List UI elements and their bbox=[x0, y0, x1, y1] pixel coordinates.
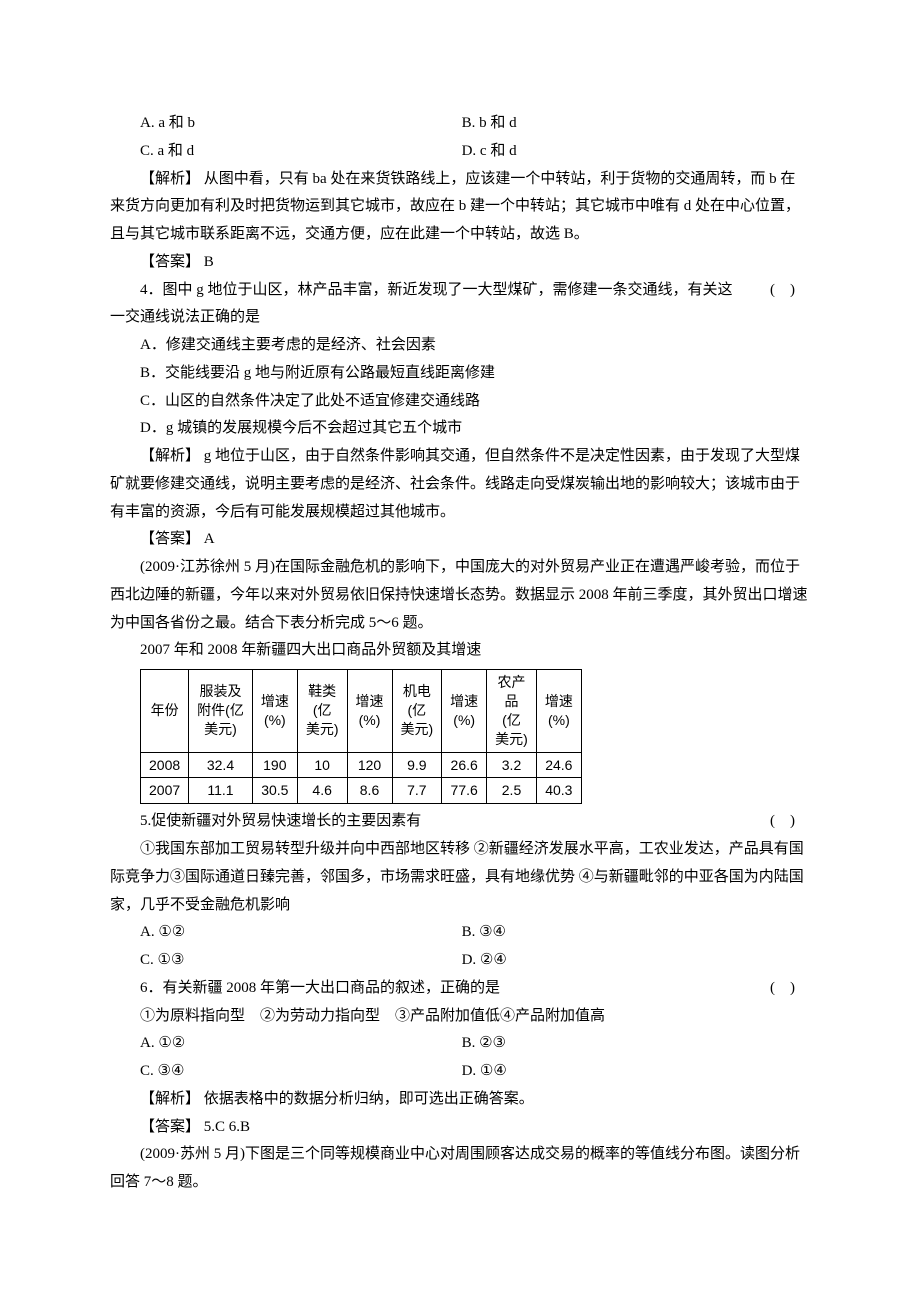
th-clothing: 服装及附件(亿美元) bbox=[189, 670, 253, 753]
th-agri: 农产品(亿美元) bbox=[487, 670, 537, 753]
q3-option-a: A. a 和 b bbox=[140, 110, 462, 138]
q6-option-b: B. ②③ bbox=[462, 1030, 810, 1058]
th-shoes-rate: 增速(%) bbox=[347, 670, 392, 753]
q6-paren: ( ) bbox=[740, 975, 810, 1003]
q3-answer: 【答案】 B bbox=[110, 249, 810, 277]
q3-option-d: D. c 和 d bbox=[462, 138, 810, 166]
q4-stem-row: 4．图中 g 地位于山区，林产品丰富，新近发现了一大型煤矿，需修建一条交通线，有… bbox=[110, 277, 810, 333]
export-table: 年份 服装及附件(亿美元) 增速(%) 鞋类(亿美元) 增速(%) 机电(亿美元… bbox=[140, 669, 582, 804]
q4-option-a: A．修建交通线主要考虑的是经济、社会因素 bbox=[140, 332, 810, 360]
q5-options-row1: A. ①② B. ③④ bbox=[140, 919, 810, 947]
cell: 190 bbox=[252, 752, 297, 778]
q3-options-row2: C. a 和 d D. c 和 d bbox=[140, 138, 810, 166]
cell: 2007 bbox=[141, 778, 189, 804]
cell: 77.6 bbox=[442, 778, 487, 804]
table-header-row: 年份 服装及附件(亿美元) 增速(%) 鞋类(亿美元) 增速(%) 机电(亿美元… bbox=[141, 670, 582, 753]
cell: 120 bbox=[347, 752, 392, 778]
cell: 3.2 bbox=[487, 752, 537, 778]
cell: 10 bbox=[297, 752, 347, 778]
q4-analysis: 【解析】 g 地位于山区，由于自然条件影响其交通，但自然条件不是决定性因素，由于… bbox=[110, 443, 810, 526]
th-clothing-rate: 增速(%) bbox=[252, 670, 297, 753]
answer-56: 【答案】 5.C 6.B bbox=[110, 1114, 810, 1142]
th-mech-rate: 增速(%) bbox=[442, 670, 487, 753]
q6-stem: 6．有关新疆 2008 年第一大出口商品的叙述，正确的是 bbox=[110, 975, 740, 1003]
cell: 32.4 bbox=[189, 752, 253, 778]
q4-paren: ( ) bbox=[740, 277, 810, 333]
th-agri-rate: 增速(%) bbox=[536, 670, 581, 753]
cell: 11.1 bbox=[189, 778, 253, 804]
q6-choices: ①为原料指向型 ②为劳动力指向型 ③产品附加值低④产品附加值高 bbox=[110, 1003, 810, 1031]
cell: 30.5 bbox=[252, 778, 297, 804]
th-year: 年份 bbox=[141, 670, 189, 753]
intro-56: (2009·江苏徐州 5 月)在国际金融危机的影响下，中国庞大的对外贸易产业正在… bbox=[110, 554, 810, 637]
cell: 4.6 bbox=[297, 778, 347, 804]
q3-analysis: 【解析】 从图中看，只有 ba 处在来货铁路线上，应该建一个中转站，利于货物的交… bbox=[110, 166, 810, 249]
q3-option-c: C. a 和 d bbox=[140, 138, 462, 166]
q5-option-b: B. ③④ bbox=[462, 919, 810, 947]
q4-option-b: B．交能线要沿 g 地与附近原有公路最短直线距离修建 bbox=[140, 360, 810, 388]
q5-options-row2: C. ①③ D. ②④ bbox=[140, 947, 810, 975]
cell: 8.6 bbox=[347, 778, 392, 804]
cell: 2.5 bbox=[487, 778, 537, 804]
q6-option-a: A. ①② bbox=[140, 1030, 462, 1058]
cell: 2008 bbox=[141, 752, 189, 778]
q6-options-row2: C. ③④ D. ①④ bbox=[140, 1058, 810, 1086]
q6-option-c: C. ③④ bbox=[140, 1058, 462, 1086]
q5-paren: ( ) bbox=[740, 808, 810, 836]
q4-stem: 4．图中 g 地位于山区，林产品丰富，新近发现了一大型煤矿，需修建一条交通线，有… bbox=[110, 277, 740, 333]
cell: 9.9 bbox=[392, 752, 442, 778]
q4-option-d: D．g 城镇的发展规模今后不会超过其它五个城市 bbox=[140, 415, 810, 443]
cell: 40.3 bbox=[536, 778, 581, 804]
q4-option-c: C．山区的自然条件决定了此处不适宜修建交通线路 bbox=[140, 388, 810, 416]
cell: 26.6 bbox=[442, 752, 487, 778]
table-title: 2007 年和 2008 年新疆四大出口商品外贸额及其增速 bbox=[110, 637, 810, 665]
q3-options-row1: A. a 和 b B. b 和 d bbox=[140, 110, 810, 138]
q5-option-a: A. ①② bbox=[140, 919, 462, 947]
q6-stem-row: 6．有关新疆 2008 年第一大出口商品的叙述，正确的是 ( ) bbox=[110, 975, 810, 1003]
intro-78: (2009·苏州 5 月)下图是三个同等规模商业中心对周围顾客达成交易的概率的等… bbox=[110, 1141, 810, 1197]
th-mech: 机电(亿美元) bbox=[392, 670, 442, 753]
th-shoes: 鞋类(亿美元) bbox=[297, 670, 347, 753]
q6-options-row1: A. ①② B. ②③ bbox=[140, 1030, 810, 1058]
cell: 24.6 bbox=[536, 752, 581, 778]
q4-answer: 【答案】 A bbox=[110, 526, 810, 554]
q3-option-b: B. b 和 d bbox=[462, 110, 810, 138]
q5-stem: 5.促使新疆对外贸易快速增长的主要因素有 bbox=[110, 808, 740, 836]
q5-option-c: C. ①③ bbox=[140, 947, 462, 975]
q5-stem-row: 5.促使新疆对外贸易快速增长的主要因素有 ( ) bbox=[110, 808, 810, 836]
cell: 7.7 bbox=[392, 778, 442, 804]
q5-choices: ①我国东部加工贸易转型升级并向中西部地区转移 ②新疆经济发展水平高，工农业发达，… bbox=[110, 836, 810, 919]
q6-option-d: D. ①④ bbox=[462, 1058, 810, 1086]
table-row: 2008 32.4 190 10 120 9.9 26.6 3.2 24.6 bbox=[141, 752, 582, 778]
q5-option-d: D. ②④ bbox=[462, 947, 810, 975]
table-row: 2007 11.1 30.5 4.6 8.6 7.7 77.6 2.5 40.3 bbox=[141, 778, 582, 804]
analysis-56: 【解析】 依据表格中的数据分析归纳，即可选出正确答案。 bbox=[110, 1086, 810, 1114]
